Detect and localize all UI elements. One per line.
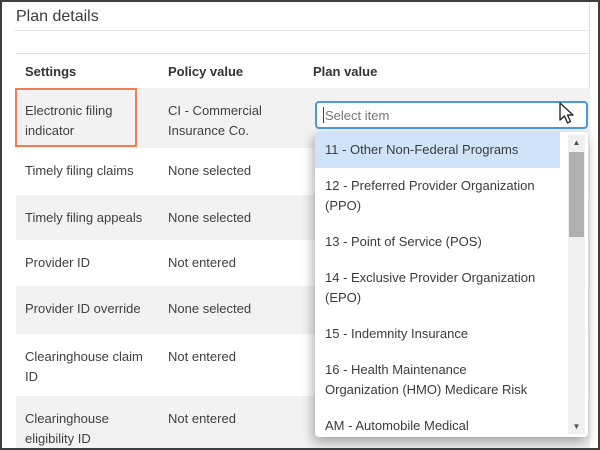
mouse-cursor	[559, 102, 574, 124]
dropdown-items: 11 - Other Non-Federal Programs 12 - Pre…	[315, 132, 560, 437]
dropdown-item[interactable]: AM - Automobile Medical	[325, 418, 469, 433]
scroll-up-button[interactable]: ▲	[572, 137, 581, 147]
table-row: Clearinghouse claim ID Not entered	[16, 334, 590, 396]
policy-value: None selected	[168, 301, 252, 316]
setting-label: Provider ID	[25, 255, 91, 270]
title-divider	[14, 30, 590, 31]
policy-value: None selected	[168, 163, 252, 178]
page-title: Plan details	[16, 8, 99, 25]
policy-value: None selected	[168, 210, 252, 225]
setting-label: Electronic filing indicator	[25, 103, 113, 138]
setting-label: Timely filing claims	[25, 163, 134, 178]
column-header-policy-value: Policy value	[168, 64, 244, 79]
dropdown-item-highlighted[interactable]: 11 - Other Non-Federal Programs	[315, 132, 560, 168]
dropdown-item[interactable]: 12 - Preferred Provider Organization (PP…	[325, 178, 535, 213]
policy-value: Not entered	[168, 255, 236, 270]
plan-value-combobox-input[interactable]	[317, 103, 586, 127]
dropdown-item[interactable]: 14 - Exclusive Provider Organization (EP…	[325, 270, 536, 305]
policy-value: CI - Commercial Insurance Co.	[168, 103, 262, 138]
plan-value-combobox[interactable]	[315, 101, 588, 129]
setting-label: Clearinghouse claim ID	[25, 349, 143, 384]
dropdown-list: 11 - Other Non-Federal Programs 12 - Pre…	[315, 132, 588, 437]
column-header-settings: Settings	[25, 64, 77, 79]
dropdown-item[interactable]: 16 - Health Maintenance Organization (HM…	[325, 362, 528, 397]
table-header-row: Settings Policy value Plan value	[16, 53, 590, 88]
setting-label: Timely filing appeals	[25, 210, 143, 225]
table-row: Timely filing claims None selected	[16, 148, 590, 195]
setting-label: Clearinghouse eligibility ID	[25, 411, 109, 446]
dropdown-item[interactable]: 13 - Point of Service (POS)	[325, 234, 482, 249]
dropdown-item[interactable]: 15 - Indemnity Insurance	[325, 326, 469, 341]
annotation-highlight-box	[15, 88, 137, 147]
policy-value: Not entered	[168, 411, 236, 426]
scroll-down-button[interactable]: ▼	[572, 421, 581, 431]
table-row: Provider ID Not entered	[16, 240, 590, 286]
column-header-plan-value: Plan value	[313, 64, 378, 79]
text-caret	[323, 107, 324, 123]
policy-value: Not entered	[168, 349, 236, 364]
setting-label: Provider ID override	[25, 301, 141, 316]
scrollbar-thumb[interactable]	[569, 152, 584, 237]
scrollbar[interactable]: ▲ ▼	[568, 135, 585, 434]
